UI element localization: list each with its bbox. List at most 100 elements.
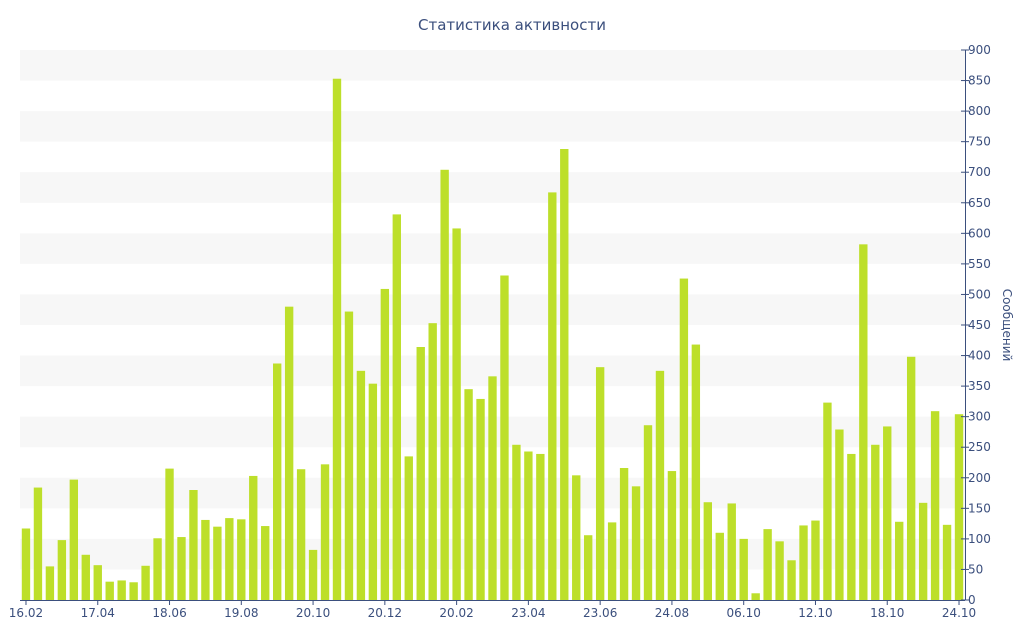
bar [332, 78, 342, 601]
bar [739, 538, 748, 600]
y-tick-label: 150 [968, 501, 991, 515]
bar [595, 367, 605, 600]
x-tick-label: 24.10 [942, 606, 976, 620]
bar [488, 376, 497, 600]
bar [45, 566, 55, 600]
bar [883, 426, 892, 600]
bar [847, 453, 856, 600]
bar [906, 356, 916, 600]
y-tick-label: 100 [968, 532, 991, 546]
y-tick-label: 0 [968, 593, 976, 607]
bar [81, 554, 90, 600]
bar [273, 363, 282, 600]
y-tick-label: 350 [968, 379, 991, 393]
bar [871, 444, 880, 600]
y-tick-label: 200 [968, 471, 991, 485]
bar [560, 149, 569, 600]
bar [859, 244, 868, 600]
bar [942, 524, 952, 600]
bar [213, 526, 222, 600]
bar [619, 468, 629, 600]
bar [440, 169, 449, 600]
bar [249, 475, 258, 600]
bar [548, 192, 557, 600]
bar [308, 549, 318, 600]
bar [799, 525, 808, 600]
grid-band [20, 233, 965, 264]
y-tick-label: 800 [968, 104, 991, 118]
x-tick-label: 20.12 [368, 606, 402, 620]
bar [452, 228, 461, 600]
x-tick-label: 20.02 [439, 606, 473, 620]
bar [607, 522, 617, 600]
bar [344, 311, 354, 600]
bar [512, 444, 521, 600]
y-tick-label: 250 [968, 440, 991, 454]
grid-bands [20, 50, 965, 570]
bar [679, 278, 689, 600]
bar [930, 411, 940, 600]
bar [895, 521, 904, 600]
bar [787, 560, 796, 600]
bar [500, 275, 509, 600]
bar [835, 429, 844, 600]
bars-group [21, 78, 964, 601]
bar [464, 389, 473, 600]
x-tick-label: 17.04 [81, 606, 115, 620]
bar [165, 468, 174, 600]
bar [57, 540, 67, 600]
y-tick-label: 500 [968, 287, 991, 301]
bar [404, 456, 413, 600]
bar [476, 398, 485, 600]
grid-band [20, 111, 965, 142]
bar [225, 518, 234, 600]
y-tick-label: 750 [968, 135, 991, 149]
bar [763, 529, 772, 600]
bar [775, 541, 784, 600]
y-tick-label: 50 [968, 562, 983, 576]
bar [655, 370, 665, 600]
x-tick-label: 18.06 [152, 606, 186, 620]
y-tick-label: 900 [968, 43, 991, 57]
bar [201, 519, 210, 600]
bar [631, 486, 641, 600]
bar [703, 502, 712, 600]
bar [296, 469, 306, 600]
x-tick-label: 19.08 [224, 606, 258, 620]
bar [356, 370, 366, 600]
bar [584, 535, 593, 600]
axes-group: 0 50 100 150 200 250 300 350 400 450 500 550 600 650 7… [9, 43, 991, 620]
x-tick-label: 24.08 [655, 606, 689, 620]
bar [177, 537, 186, 600]
bar [237, 519, 246, 600]
y-tick-label: 300 [968, 410, 991, 424]
bar [536, 453, 545, 600]
bar [572, 475, 581, 600]
bar [416, 347, 425, 600]
bar [117, 580, 126, 600]
grid-band [20, 172, 965, 203]
grid-band [20, 50, 965, 81]
x-tick-label: 12.10 [798, 606, 832, 620]
bar [823, 402, 832, 600]
grid-band [20, 294, 965, 325]
x-tick-label: 18.10 [870, 606, 904, 620]
bar [93, 565, 102, 600]
y-tick-label: 400 [968, 349, 991, 363]
y-tick-label: 700 [968, 165, 991, 179]
y-tick-label: 650 [968, 196, 991, 210]
bar [428, 323, 437, 600]
y-axis-label: Сообщений [1000, 289, 1014, 362]
bar [524, 451, 533, 600]
y-tick-label: 850 [968, 74, 991, 88]
bar [715, 532, 724, 600]
bar [667, 471, 677, 600]
x-tick-label: 16.02 [9, 606, 43, 620]
bar [33, 487, 43, 600]
bar [189, 490, 198, 600]
bar [811, 520, 820, 600]
bar [21, 528, 31, 600]
y-tick-label: 450 [968, 318, 991, 332]
